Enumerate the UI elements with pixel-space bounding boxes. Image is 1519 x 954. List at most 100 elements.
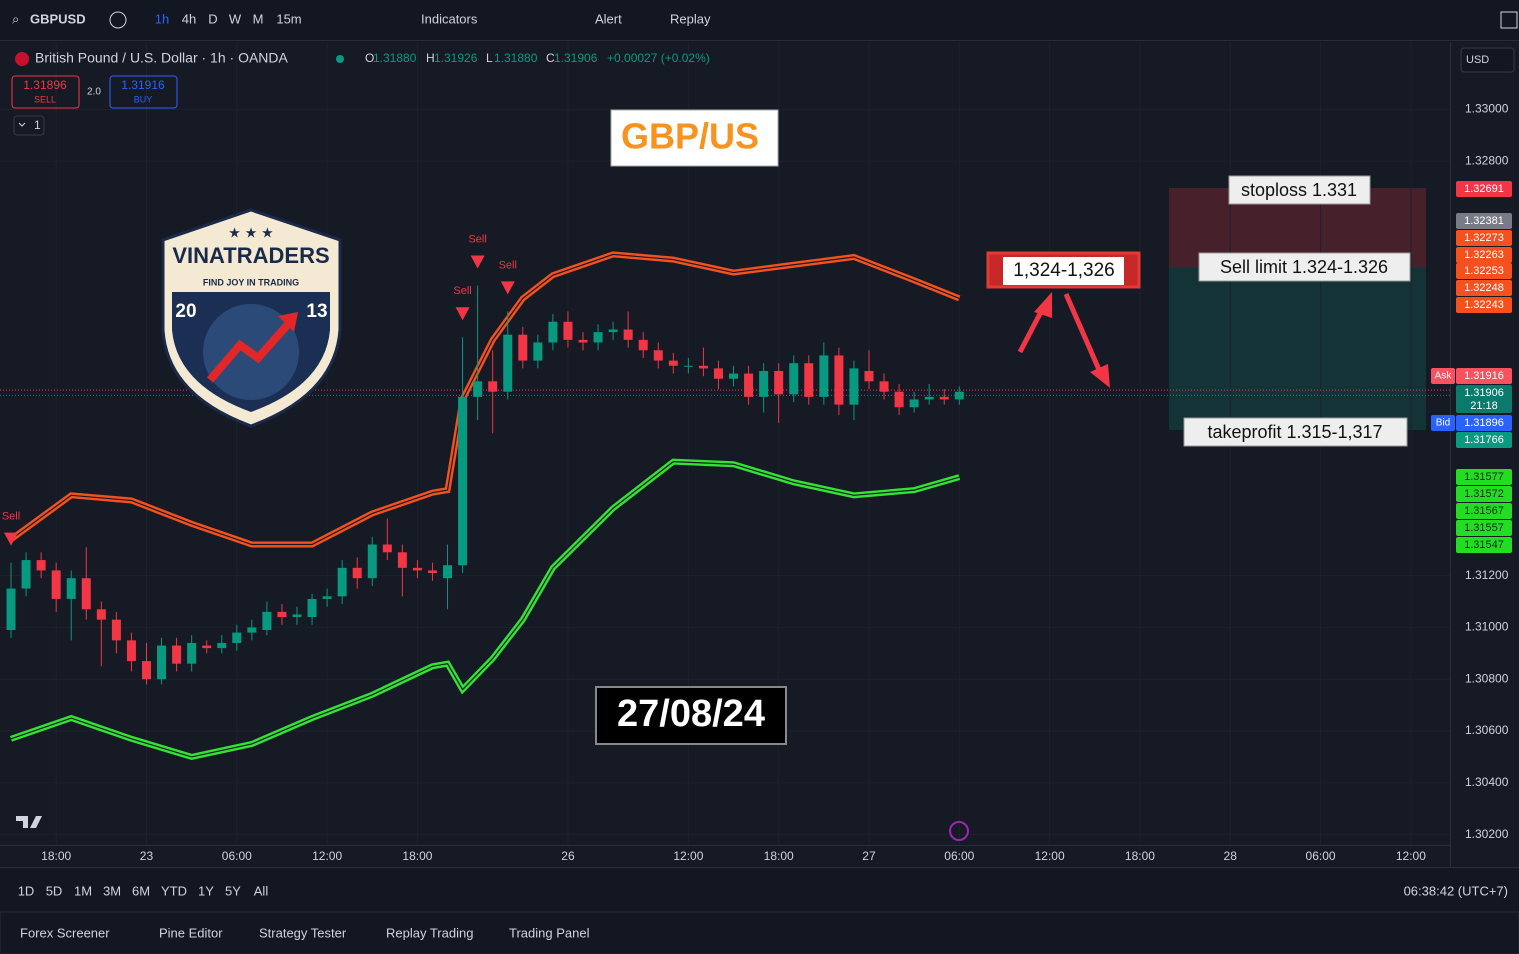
- candle-body: [503, 334, 513, 392]
- interval-button[interactable]: D: [208, 11, 217, 26]
- panel-tab[interactable]: Pine Editor: [159, 925, 223, 940]
- candle-body: [939, 396, 949, 400]
- symbol[interactable]: GBPUSD: [30, 11, 86, 26]
- interval-button[interactable]: 4h: [182, 11, 196, 26]
- replay-button[interactable]: Replay: [670, 11, 711, 26]
- candle-body: [473, 381, 483, 397]
- sell-label: SELL: [34, 94, 56, 104]
- candle-body: [96, 609, 106, 620]
- buy-button[interactable]: [109, 75, 178, 109]
- interval-button[interactable]: W: [229, 11, 242, 26]
- countdown: 21:18: [1470, 400, 1498, 412]
- panel-tab[interactable]: Forex Screener: [20, 925, 110, 940]
- x-tick-label: 12:00: [312, 849, 342, 863]
- range-button[interactable]: 3M: [103, 883, 121, 898]
- candle-body: [157, 645, 167, 680]
- candle-body: [924, 396, 934, 400]
- ohlc-value: 1.31880: [494, 51, 538, 65]
- signal-label: Sell: [453, 285, 471, 297]
- pair-box: [610, 109, 779, 167]
- interval-button[interactable]: M: [253, 11, 264, 26]
- intervals: 1h 4h D W M 15m: [155, 11, 302, 26]
- logo: ★ ★ ★ VINATRADERS FIND JOY IN TRADING 20…: [161, 208, 342, 428]
- candle-body: [638, 339, 648, 351]
- candle-body: [729, 373, 739, 379]
- signal-label: Sell: [2, 511, 20, 523]
- range-button[interactable]: 5D: [46, 883, 63, 898]
- candle-body: [111, 619, 121, 641]
- spread: 2.0: [87, 87, 101, 98]
- candle-body: [819, 355, 829, 397]
- panel-tab[interactable]: Strategy Tester: [259, 925, 347, 940]
- x-tick-label: 12:00: [673, 849, 703, 863]
- emblem-arrow-head: [278, 312, 298, 332]
- arrow-head: [1090, 364, 1110, 388]
- alert-button[interactable]: Alert: [595, 11, 622, 26]
- candle-body: [126, 640, 136, 662]
- ohlc-value: 1.31906: [554, 51, 598, 65]
- range-button[interactable]: 1D: [18, 883, 35, 898]
- candle-body: [789, 363, 799, 395]
- candle-body: [894, 391, 904, 408]
- sell-signal: [500, 281, 515, 295]
- sell-price: 1.31896: [23, 78, 67, 92]
- sell-button[interactable]: [11, 75, 80, 109]
- price-label: 1.32253: [1464, 265, 1504, 277]
- bottom-panel: [0, 911, 1519, 954]
- price-label-box: [1456, 368, 1512, 384]
- candle-body: [412, 567, 422, 571]
- price-label-box: [1456, 520, 1512, 536]
- arrow-down: [1063, 293, 1103, 373]
- price-label-box: [1456, 280, 1512, 296]
- y-tick-label: 1.30600: [1465, 723, 1509, 737]
- candle-body: [322, 596, 332, 599]
- candle-body: [774, 370, 784, 395]
- price-label-box: [1456, 213, 1512, 229]
- candle-body: [488, 381, 498, 392]
- price-label-box: [1456, 469, 1512, 485]
- panel-tab[interactable]: Replay Trading: [386, 925, 473, 940]
- range-button[interactable]: 5Y: [225, 883, 241, 898]
- interval-button[interactable]: 1h: [155, 11, 169, 26]
- y-tick-label: 1.31200: [1465, 568, 1509, 582]
- range-button[interactable]: 1Y: [198, 883, 214, 898]
- ohlc-key: H: [426, 51, 435, 65]
- add-symbol[interactable]: [109, 11, 127, 29]
- emblem-arrow: [206, 319, 293, 383]
- candle-body: [834, 355, 844, 405]
- candle-body: [578, 339, 588, 343]
- interval-button[interactable]: 15m: [276, 11, 301, 26]
- price-label: 1.31557: [1464, 522, 1504, 534]
- range-button[interactable]: All: [254, 883, 269, 898]
- layout-button[interactable]: [1500, 11, 1518, 29]
- range-button[interactable]: 1M: [74, 883, 92, 898]
- indicators-button[interactable]: Indicators: [421, 11, 478, 26]
- candle-body: [36, 560, 46, 571]
- y-tick-label: 1.33000: [1465, 102, 1509, 116]
- candle-body: [397, 552, 407, 568]
- range-button[interactable]: 6M: [132, 883, 150, 898]
- candle-body: [698, 365, 708, 369]
- x-tick-label: 18:00: [1125, 849, 1155, 863]
- currency-select[interactable]: [1460, 47, 1515, 73]
- price-tag: Ask: [1435, 371, 1453, 382]
- price-label: 1.32263: [1464, 249, 1504, 261]
- indicator-count: 1: [34, 118, 41, 132]
- price-label: 1.31906: [1464, 387, 1504, 399]
- price-label-box: [1456, 263, 1512, 279]
- x-tick-label: 26: [561, 849, 575, 863]
- candle-body: [262, 611, 272, 631]
- ohlc-key: C: [546, 51, 555, 65]
- currency: USD: [1466, 54, 1489, 66]
- price-tag-box: [1431, 368, 1455, 384]
- y-tick-label: 1.30800: [1465, 671, 1509, 685]
- plot: 1.33000 1.32800 1.31200 1.31000 1.30800 1.306…: [0, 42, 1509, 863]
- candle-body: [51, 570, 61, 599]
- range-button[interactable]: YTD: [161, 883, 187, 898]
- candle-body: [202, 645, 212, 649]
- candle-body: [292, 614, 302, 618]
- indicators-toggle[interactable]: [13, 115, 45, 136]
- panel-tab[interactable]: Trading Panel: [509, 925, 590, 940]
